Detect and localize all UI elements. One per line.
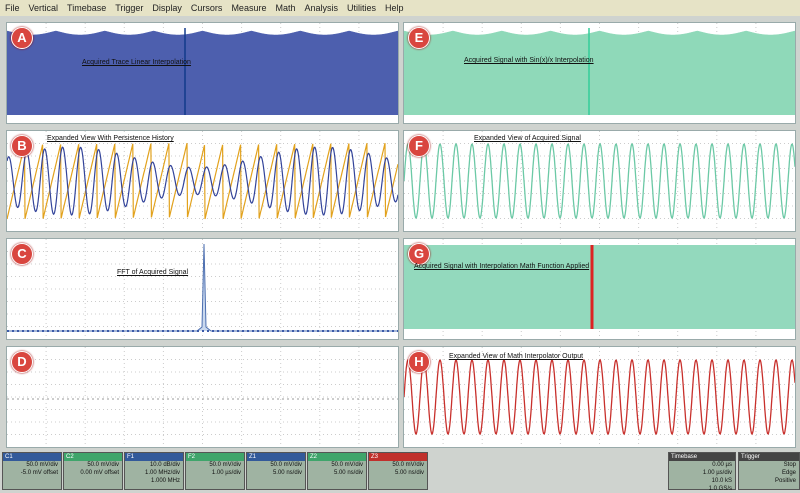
box-line: Edge: [781, 470, 796, 476]
scope-panel: B Expanded View With Persistence History: [6, 130, 399, 232]
scope-panel: H Expanded View of Math Interpolator Outp…: [403, 346, 796, 448]
filled-trace: [404, 245, 795, 329]
trace-area: [404, 23, 795, 123]
status-box[interactable]: F2 50.0 mV/div 1.00 µs/div: [185, 452, 245, 490]
menu-item[interactable]: Utilities: [346, 3, 376, 13]
scope-panel: D: [6, 346, 399, 448]
waveform: [404, 358, 795, 436]
box-header: Z2: [308, 453, 366, 461]
status-box[interactable]: Z1 50.0 mV/div 5.00 ns/div: [246, 452, 306, 490]
trace-area: [404, 131, 795, 231]
annotation: Acquired Signal with Interpolation Math …: [414, 263, 590, 270]
waveform: [7, 142, 398, 220]
box-line: 1.00 MHz/div: [144, 470, 180, 476]
white-gap: [7, 115, 398, 123]
box-line: 50.0 mV/div: [26, 462, 58, 468]
menu-item[interactable]: Cursors: [190, 3, 223, 13]
scope-panel: G Acquired Signal with Interpolation Math…: [403, 238, 796, 340]
menu-item[interactable]: File: [5, 3, 20, 13]
trace-area: [404, 347, 795, 447]
annotation: Expanded View of Math Interpolator Outpu…: [449, 353, 584, 360]
box-line: -5.0 mV offset: [20, 470, 58, 476]
panel-label: C: [11, 243, 33, 265]
box-line: 1.00 µs/div: [702, 470, 732, 476]
box-line: 50.0 mV/div: [392, 462, 424, 468]
box-header: C1: [3, 453, 61, 461]
box-header: F2: [186, 453, 244, 461]
box-line: 5.00 ns/div: [394, 470, 424, 476]
box-line: 50.0 mV/div: [331, 462, 363, 468]
trace-area: [404, 239, 795, 339]
trace-area: [7, 347, 398, 447]
box-line: 0.00 µs: [712, 462, 732, 468]
waveform: [404, 30, 795, 123]
panel-label: B: [11, 135, 33, 157]
menu-item[interactable]: Vertical: [28, 3, 59, 13]
status-box[interactable]: C2 50.0 mV/div 0.00 mV offset: [63, 452, 123, 490]
panel-label: E: [408, 27, 430, 49]
scope-panel: C FFT of Acquired Signal: [6, 238, 399, 340]
box-header: Trigger: [739, 453, 799, 461]
box-line: Positive: [774, 478, 796, 484]
box-line: 50.0 mV/div: [87, 462, 119, 468]
status-box: Timebase 0.00 µs 1.00 µs/div 10.0 kS 1.0 GS/…: [668, 452, 736, 492]
status-box: Trigger Stop Edge Positive: [738, 452, 800, 490]
trace-area: [7, 23, 398, 123]
status-box[interactable]: Z2 50.0 mV/div 5.00 ns/div: [307, 452, 367, 490]
menu-item[interactable]: Measure: [231, 3, 267, 13]
menu-item[interactable]: Display: [152, 3, 182, 13]
scope-panel: F Expanded View of Acquired Signal: [403, 130, 796, 232]
box-line: 50.0 mV/div: [270, 462, 302, 468]
box-header: Z1: [247, 453, 305, 461]
box-line: 0.00 mV offset: [80, 470, 119, 476]
trace-area: [7, 239, 398, 339]
box-line: 50.0 mV/div: [209, 462, 241, 468]
menu-bar: File Vertical Timebase Trigger Display Cursor…: [0, 0, 800, 16]
scope-panel: E Acquired Signal with Sin(x)/x Interpola…: [403, 22, 796, 124]
status-box[interactable]: Z3 50.0 mV/div 5.00 ns/div: [368, 452, 428, 490]
panel-label: D: [11, 351, 33, 373]
panel-label: G: [408, 243, 430, 265]
box-line: 5.00 ns/div: [272, 470, 302, 476]
waveform: [7, 146, 398, 216]
box-line: 1.000 MHz: [150, 478, 180, 484]
waveform: [7, 30, 398, 123]
menu-item[interactable]: Math: [275, 3, 296, 13]
menu-item[interactable]: Timebase: [67, 3, 107, 13]
annotation: FFT of Acquired Signal: [117, 269, 189, 276]
box-line: 10.0 dB/div: [149, 462, 180, 468]
annotation: Expanded View With Persistence History: [47, 135, 174, 142]
annotation: Acquired Signal with Sin(x)/x Interpolat…: [464, 57, 594, 64]
box-header: C2: [64, 453, 122, 461]
box-header: Z3: [369, 453, 427, 461]
box-line: Stop: [783, 462, 796, 468]
trace-area: [7, 131, 398, 231]
box-header: Timebase: [669, 453, 735, 461]
waveform: [404, 142, 795, 220]
panel-label: H: [408, 351, 430, 373]
menu-item[interactable]: Help: [385, 3, 404, 13]
white-gap: [404, 115, 795, 123]
box-header: F1: [125, 453, 183, 461]
status-box[interactable]: F1 10.0 dB/div 1.00 MHz/div 1.000 MHz: [124, 452, 184, 490]
annotation: Acquired Trace Linear Interpolation: [82, 59, 191, 66]
status-box[interactable]: C1 50.0 mV/div -5.0 mV offset: [2, 452, 62, 490]
annotation: Expanded View of Acquired Signal: [474, 135, 581, 142]
menu-item[interactable]: Trigger: [115, 3, 144, 13]
scope-panel: A Acquired Trace Linear Interpolation: [6, 22, 399, 124]
menu-item[interactable]: Analysis: [304, 3, 338, 13]
box-line: 1.00 µs/div: [211, 470, 241, 476]
box-line: 5.00 ns/div: [333, 470, 363, 476]
panel-label: A: [11, 27, 33, 49]
panel-label: F: [408, 135, 430, 157]
waveform: [7, 243, 398, 332]
box-line: 1.0 GS/s: [708, 486, 732, 492]
box-line: 10.0 kS: [711, 478, 732, 484]
